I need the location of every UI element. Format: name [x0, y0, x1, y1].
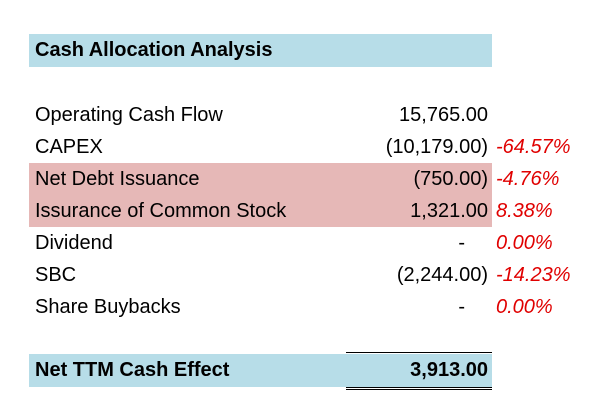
row-total: Net TTM Cash Effect 3,913.00 [0, 354, 603, 386]
row-label: CAPEX [35, 136, 103, 158]
row-dividend: Dividend - 0.00% [0, 227, 603, 259]
row-label: Share Buybacks [35, 296, 181, 318]
row-pct: 8.38% [496, 200, 553, 222]
total-value: 3,913.00 [410, 359, 488, 381]
total-underline [346, 352, 492, 390]
row-value: - [458, 296, 465, 318]
row-label: Issurance of Common Stock [35, 200, 287, 222]
row-pct: -4.76% [496, 168, 560, 190]
title-band [29, 34, 492, 67]
row-share-buybacks: Share Buybacks - 0.00% [0, 291, 603, 323]
sheet-title: Cash Allocation Analysis [35, 39, 273, 61]
row-value: (10,179.00) [385, 136, 488, 158]
total-label: Net TTM Cash Effect [35, 359, 230, 381]
total-band [29, 354, 492, 387]
row-pct: -64.57% [496, 136, 571, 158]
highlight-band [29, 163, 492, 227]
row-value: 1,321.00 [410, 200, 488, 222]
row-value: 15,765.00 [399, 104, 488, 126]
row-value: (750.00) [413, 168, 489, 190]
row-net-debt-issuance: Net Debt Issuance (750.00) -4.76% [0, 163, 603, 195]
row-pct: 0.00% [496, 296, 553, 318]
row-operating-cash-flow: Operating Cash Flow 15,765.00 [0, 99, 603, 131]
row-common-stock-issuance: Issurance of Common Stock 1,321.00 8.38% [0, 195, 603, 227]
row-label: Dividend [35, 232, 113, 254]
row-label: Net Debt Issuance [35, 168, 200, 190]
row-pct: 0.00% [496, 232, 553, 254]
row-sbc: SBC (2,244.00) -14.23% [0, 259, 603, 291]
row-label: Operating Cash Flow [35, 104, 223, 126]
row-value: - [458, 232, 465, 254]
row-label: SBC [35, 264, 77, 286]
row-capex: CAPEX (10,179.00) -64.57% [0, 131, 603, 163]
row-value: (2,244.00) [396, 264, 488, 286]
row-pct: -14.23% [496, 264, 571, 286]
